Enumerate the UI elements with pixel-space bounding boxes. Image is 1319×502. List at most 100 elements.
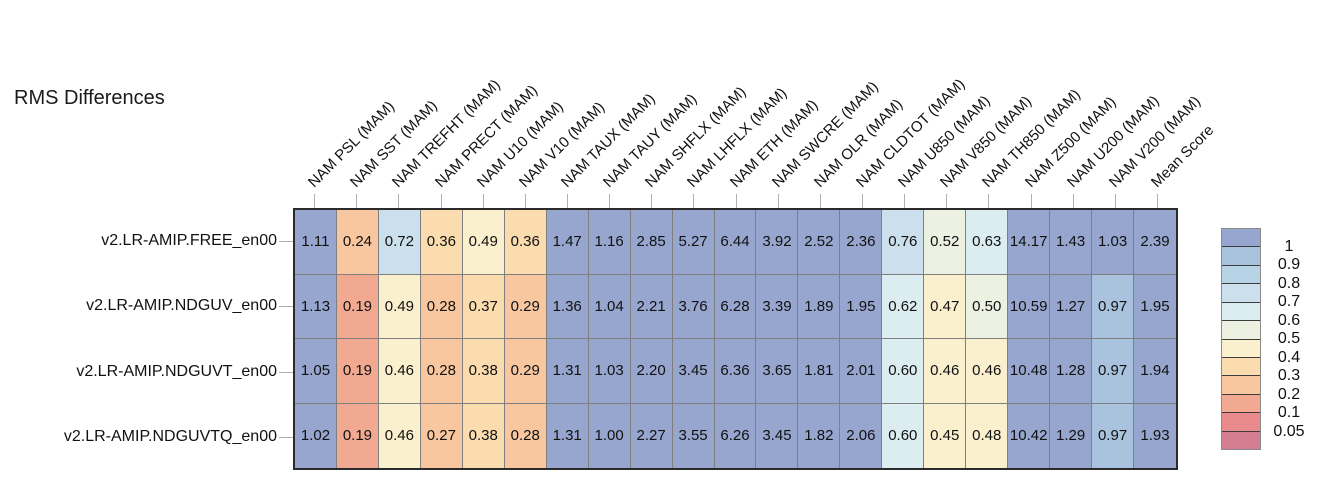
- heatmap-cell: 0.97: [1092, 403, 1135, 468]
- heatmap-cell: 2.06: [840, 403, 883, 468]
- column-tick-mark: [1157, 194, 1158, 208]
- heatmap-cell: 10.48: [1008, 339, 1051, 404]
- row-tick-mark: [279, 372, 293, 373]
- heatmap-cell: 2.36: [840, 210, 883, 275]
- heatmap-cell: 0.27: [420, 403, 463, 468]
- legend-color-band: [1222, 320, 1260, 339]
- row-label: v2.LR-AMIP.NDGUVTQ_en00: [63, 428, 277, 446]
- heatmap-cell: 0.46: [378, 339, 421, 404]
- legend-tick-label: 0.7: [1277, 293, 1301, 310]
- heatmap-cell: 0.28: [504, 403, 547, 468]
- heatmap-cell: 10.42: [1008, 403, 1051, 468]
- column-tick-mark: [398, 194, 399, 208]
- heatmap-cell: 3.39: [756, 274, 799, 339]
- heatmap-cell: 2.01: [840, 339, 883, 404]
- column-tick-mark: [441, 194, 442, 208]
- heatmap-cell: 0.46: [378, 403, 421, 468]
- legend-tick-label: 0.5: [1277, 330, 1301, 347]
- heatmap-cell: 1.31: [546, 339, 589, 404]
- heatmap-cell: 0.76: [882, 210, 925, 275]
- heatmap-cell: 0.28: [420, 339, 463, 404]
- heatmap-cell: 0.36: [504, 210, 547, 275]
- column-tick-mark: [946, 194, 947, 208]
- legend-color-band: [1222, 393, 1260, 413]
- heatmap-cell: 0.36: [420, 210, 463, 275]
- legend-color-band: [1222, 283, 1260, 302]
- column-tick-mark: [862, 194, 863, 208]
- heatmap-cell: 6.36: [714, 339, 757, 404]
- heatmap-cell: 1.81: [798, 339, 841, 404]
- heatmap-cell: 0.37: [462, 274, 505, 339]
- heatmap-cell: 1.13: [295, 274, 337, 339]
- heatmap-cell: 5.27: [672, 210, 715, 275]
- heatmap-cell: 0.50: [966, 274, 1009, 339]
- heatmap-cell: 1.27: [1050, 274, 1093, 339]
- column-tick-mark: [567, 194, 568, 208]
- column-tick-mark: [314, 194, 315, 208]
- heatmap-cell: 0.19: [336, 403, 379, 468]
- column-tick-mark: [1073, 194, 1074, 208]
- heatmap-cell: 1.02: [295, 403, 337, 468]
- heatmap-cell: 1.95: [840, 274, 883, 339]
- heatmap-cell: 1.31: [546, 403, 589, 468]
- row-label: v2.LR-AMIP.FREE_en00: [101, 231, 277, 249]
- heatmap-cell: 1.28: [1050, 339, 1093, 404]
- heatmap-cell: 0.46: [924, 339, 967, 404]
- legend-tick-label: 0.4: [1277, 348, 1301, 366]
- heatmap-cell: 0.29: [504, 274, 547, 339]
- heatmap-grid: 1.11 0.24 0.72 0.36 0.49 0.36 1.47 1.16 2.85 5.27…: [293, 208, 1178, 470]
- legend-tick-label: 0.2: [1277, 385, 1301, 403]
- column-tick-mark: [525, 194, 526, 208]
- column-tick-mark: [356, 194, 357, 208]
- legend-tick-label: 0.6: [1277, 311, 1301, 329]
- heatmap-cell: 1.95: [1134, 274, 1176, 339]
- heatmap-cell: 1.47: [546, 210, 589, 275]
- heatmap-cell: 0.49: [378, 274, 421, 339]
- column-tick-mark: [778, 194, 779, 208]
- row-tick-mark: [279, 306, 293, 307]
- legend-colorbar: [1221, 228, 1261, 450]
- heatmap-cell: 0.47: [924, 274, 967, 339]
- heatmap-cell: 1.03: [588, 339, 631, 404]
- heatmap-cell: 0.60: [882, 403, 925, 468]
- row-tick-mark: [279, 437, 293, 438]
- heatmap-cell: 0.72: [378, 210, 421, 275]
- legend-color-band: [1222, 430, 1260, 450]
- heatmap-cell: 2.85: [630, 210, 673, 275]
- legend-color-band: [1222, 229, 1260, 247]
- heatmap-cell: 0.62: [882, 274, 925, 339]
- legend-tick-label: 1: [1284, 237, 1294, 255]
- heatmap-cell: 2.21: [630, 274, 673, 339]
- heatmap-cell: 2.20: [630, 339, 673, 404]
- heatmap-cell: 3.65: [756, 339, 799, 404]
- heatmap-cell: 1.16: [588, 210, 631, 275]
- legend-tick-label: 0.3: [1277, 367, 1301, 384]
- heatmap-cell: 0.45: [924, 403, 967, 468]
- legend-tick-label: 0.1: [1277, 404, 1301, 421]
- column-tick-mark: [1031, 194, 1032, 208]
- heatmap-cell: 0.28: [420, 274, 463, 339]
- heatmap-cell: 0.48: [966, 403, 1009, 468]
- heatmap-cell: 2.27: [630, 403, 673, 468]
- heatmap-cell: 10.59: [1008, 274, 1051, 339]
- heatmap-cell: 3.55: [672, 403, 715, 468]
- row-label: v2.LR-AMIP.NDGUV_en00: [86, 297, 277, 315]
- heatmap-cell: 0.24: [336, 210, 379, 275]
- heatmap-cell: 1.04: [588, 274, 631, 339]
- heatmap-cell: 2.52: [798, 210, 841, 275]
- heatmap-cell: 0.38: [462, 339, 505, 404]
- row-label: v2.LR-AMIP.NDGUVT_en00: [76, 362, 277, 380]
- legend-tick-label: 0.8: [1277, 274, 1301, 292]
- heatmap-cell: 3.92: [756, 210, 799, 275]
- heatmap-cell: 1.82: [798, 403, 841, 468]
- legend-color-band: [1222, 264, 1260, 284]
- legend-color-band: [1222, 246, 1260, 265]
- column-tick-mark: [1115, 194, 1116, 208]
- legend-color-band: [1222, 375, 1260, 394]
- heatmap-cell: 0.19: [336, 339, 379, 404]
- legend-color-band: [1222, 412, 1260, 431]
- heatmap-cell: 1.00: [588, 403, 631, 468]
- heatmap-cell: 3.45: [672, 339, 715, 404]
- legend-color-band: [1222, 301, 1260, 321]
